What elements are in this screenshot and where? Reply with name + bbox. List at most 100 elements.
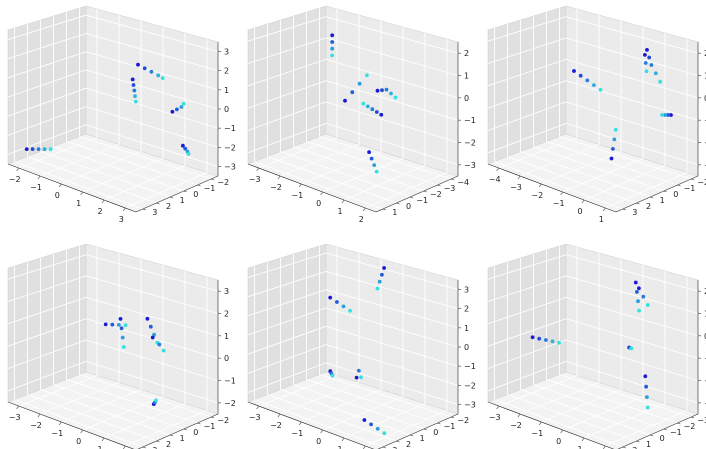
z-tick-label: −2 bbox=[704, 377, 706, 386]
data-point bbox=[377, 279, 382, 284]
z-tick-label: 2 bbox=[224, 310, 229, 319]
y-axis-line bbox=[615, 175, 699, 213]
z-tick-label: 0 bbox=[464, 94, 469, 103]
data-points bbox=[103, 316, 166, 406]
z-tick-labels: 2 1 0 −1 −2 −3 bbox=[698, 287, 706, 408]
gridlines bbox=[247, 246, 459, 448]
x-tick-label: −2 bbox=[9, 175, 21, 184]
data-point bbox=[343, 98, 347, 103]
data-point bbox=[382, 431, 387, 436]
x-tick-labels: −2 −1 0 1 2 3 bbox=[9, 167, 126, 224]
y-tick-label: 3 bbox=[632, 208, 637, 217]
data-point bbox=[644, 384, 648, 389]
data-point bbox=[132, 88, 137, 93]
data-point bbox=[48, 147, 53, 152]
data-point bbox=[389, 91, 393, 96]
y-tick-label: 3 bbox=[152, 446, 157, 449]
x-tick-label: 0 bbox=[556, 437, 561, 446]
data-point bbox=[611, 147, 615, 151]
data-point bbox=[660, 113, 664, 117]
data-point bbox=[362, 418, 367, 422]
data-point bbox=[148, 324, 153, 329]
z-tick-label: 0 bbox=[224, 105, 229, 114]
data-point bbox=[145, 316, 150, 321]
data-point bbox=[36, 147, 41, 151]
data-point bbox=[653, 71, 658, 76]
x-axis-line bbox=[7, 163, 137, 213]
data-point bbox=[369, 422, 373, 427]
data-point bbox=[649, 63, 654, 67]
data-point bbox=[179, 105, 184, 109]
x-axis-line bbox=[247, 163, 377, 213]
z-tick-label: 1 bbox=[224, 86, 229, 95]
data-points bbox=[24, 62, 191, 156]
data-point bbox=[658, 79, 663, 84]
z-tick-label: 2 bbox=[464, 305, 469, 314]
data-points bbox=[330, 33, 398, 174]
x-tick-label: −3 bbox=[489, 413, 501, 422]
data-point bbox=[157, 342, 162, 347]
y-axis-line bbox=[375, 175, 459, 213]
data-point bbox=[636, 299, 640, 304]
data-point bbox=[330, 46, 335, 51]
z-tick-label: 3 bbox=[224, 48, 229, 57]
x-tick-label: −1 bbox=[291, 191, 303, 200]
x-tick-label: −1 bbox=[51, 429, 63, 438]
data-point bbox=[181, 143, 185, 148]
x-tick-label: 3 bbox=[119, 215, 124, 224]
data-point bbox=[118, 317, 123, 321]
y-tick-label: −1 bbox=[444, 422, 456, 431]
data-point bbox=[530, 335, 535, 340]
data-point bbox=[645, 405, 650, 410]
x-tick-label: 2 bbox=[359, 215, 364, 224]
data-point bbox=[637, 286, 641, 291]
data-point bbox=[160, 76, 165, 80]
y-axis-line bbox=[617, 413, 699, 449]
y-tick-label: −2 bbox=[217, 416, 229, 425]
z-tick-labels: 2 1 0 −1 −2 −3 bbox=[458, 49, 476, 170]
data-point bbox=[110, 322, 115, 327]
y-tick-label: 0 bbox=[193, 190, 198, 199]
y-tick-label: −2 bbox=[457, 416, 469, 425]
data-point bbox=[183, 146, 188, 151]
x-tick-label: −3 bbox=[249, 413, 261, 422]
data-point bbox=[356, 368, 361, 373]
data-point bbox=[328, 295, 333, 300]
y-tick-label: −2 bbox=[697, 178, 706, 187]
data-point bbox=[643, 374, 648, 379]
data-point bbox=[335, 300, 339, 304]
x-tick-label: 1 bbox=[337, 207, 342, 216]
x-tick-label: −3 bbox=[249, 175, 261, 184]
data-point bbox=[186, 152, 191, 156]
data-point bbox=[330, 40, 335, 44]
data-point bbox=[103, 322, 108, 327]
y-axis-line bbox=[377, 413, 459, 449]
y-tick-label: 2 bbox=[166, 440, 171, 449]
data-point bbox=[635, 290, 639, 294]
data-point bbox=[354, 375, 359, 380]
z-tick-label: 0 bbox=[464, 343, 469, 352]
data-point bbox=[120, 335, 125, 340]
y-tick-label: 2 bbox=[646, 202, 651, 211]
y-tick-label: 2 bbox=[166, 202, 171, 211]
x-tick-label: −2 bbox=[510, 421, 522, 430]
data-point bbox=[643, 53, 647, 57]
y-tick-label: 3 bbox=[152, 208, 157, 217]
data-point bbox=[637, 308, 641, 313]
x-tick-label: −4 bbox=[489, 175, 501, 184]
data-point bbox=[375, 426, 380, 431]
data-point bbox=[380, 88, 384, 93]
y-tick-label: −2 bbox=[684, 422, 696, 431]
data-point bbox=[645, 395, 649, 399]
data-point bbox=[374, 110, 379, 114]
z-tick-label: 3 bbox=[224, 287, 229, 296]
